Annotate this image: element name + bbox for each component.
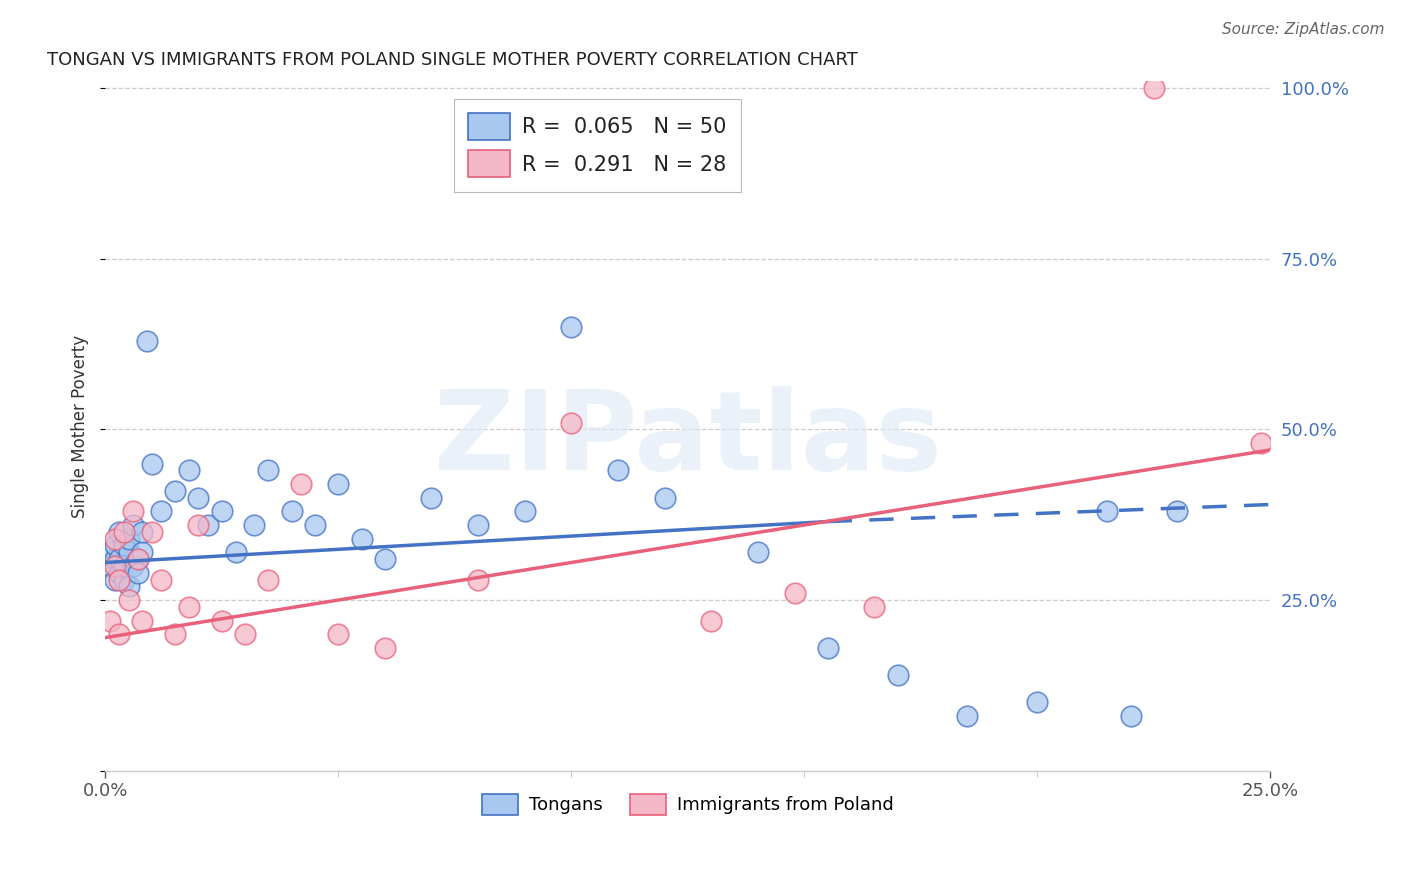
Point xyxy=(131,524,153,539)
Point xyxy=(350,532,373,546)
Text: ZIPatlas: ZIPatlas xyxy=(434,386,942,493)
Point xyxy=(131,614,153,628)
Point xyxy=(103,532,125,546)
Text: TONGAN VS IMMIGRANTS FROM POLAND SINGLE MOTHER POVERTY CORRELATION CHART: TONGAN VS IMMIGRANTS FROM POLAND SINGLE … xyxy=(46,51,858,69)
Point xyxy=(747,545,769,559)
Point xyxy=(328,627,350,641)
Point xyxy=(513,504,536,518)
Point xyxy=(886,668,908,682)
Legend: Tongans, Immigrants from Poland: Tongans, Immigrants from Poland xyxy=(472,785,903,823)
Point xyxy=(374,640,396,655)
Point xyxy=(150,504,173,518)
Point xyxy=(211,504,233,518)
Text: Source: ZipAtlas.com: Source: ZipAtlas.com xyxy=(1222,22,1385,37)
Point xyxy=(290,477,312,491)
Point xyxy=(98,558,121,573)
Point xyxy=(112,524,135,539)
Point xyxy=(177,463,200,477)
Point xyxy=(127,552,149,566)
Point xyxy=(560,320,582,334)
Point xyxy=(304,518,326,533)
Point xyxy=(98,614,121,628)
Point xyxy=(1026,695,1049,709)
Point xyxy=(1143,81,1166,95)
Point xyxy=(783,586,806,600)
Point xyxy=(328,477,350,491)
Point xyxy=(654,491,676,505)
Point xyxy=(108,566,131,580)
Point xyxy=(243,518,266,533)
Point xyxy=(165,483,187,498)
Point xyxy=(1097,504,1119,518)
Point xyxy=(187,491,209,505)
Point xyxy=(1166,504,1188,518)
Point xyxy=(187,518,209,533)
Point xyxy=(127,552,149,566)
Point xyxy=(141,457,163,471)
Point xyxy=(700,614,723,628)
Point xyxy=(131,545,153,559)
Point xyxy=(165,627,187,641)
Point xyxy=(956,709,979,723)
Point xyxy=(117,545,139,559)
Point xyxy=(211,614,233,628)
Point xyxy=(112,558,135,573)
Point xyxy=(108,627,131,641)
Point xyxy=(117,532,139,546)
Point xyxy=(560,416,582,430)
Point xyxy=(103,539,125,553)
Point xyxy=(108,552,131,566)
Point xyxy=(112,539,135,553)
Point xyxy=(177,599,200,614)
Point xyxy=(103,552,125,566)
Point xyxy=(108,524,131,539)
Point xyxy=(374,552,396,566)
Y-axis label: Single Mother Poverty: Single Mother Poverty xyxy=(72,334,89,517)
Point xyxy=(117,593,139,607)
Point xyxy=(863,599,886,614)
Point xyxy=(103,573,125,587)
Point xyxy=(127,566,149,580)
Point xyxy=(467,518,489,533)
Point xyxy=(98,545,121,559)
Point xyxy=(467,573,489,587)
Point xyxy=(257,573,280,587)
Point xyxy=(112,573,135,587)
Point xyxy=(150,573,173,587)
Point xyxy=(136,334,159,348)
Point xyxy=(1119,709,1142,723)
Point xyxy=(257,463,280,477)
Point xyxy=(122,518,145,533)
Point xyxy=(606,463,628,477)
Point xyxy=(420,491,443,505)
Point xyxy=(108,573,131,587)
Point xyxy=(103,558,125,573)
Point xyxy=(122,558,145,573)
Point xyxy=(280,504,302,518)
Point xyxy=(225,545,247,559)
Point xyxy=(1250,436,1272,450)
Point xyxy=(122,504,145,518)
Point xyxy=(817,640,839,655)
Point xyxy=(117,579,139,593)
Point xyxy=(197,518,219,533)
Point xyxy=(233,627,256,641)
Point xyxy=(141,524,163,539)
